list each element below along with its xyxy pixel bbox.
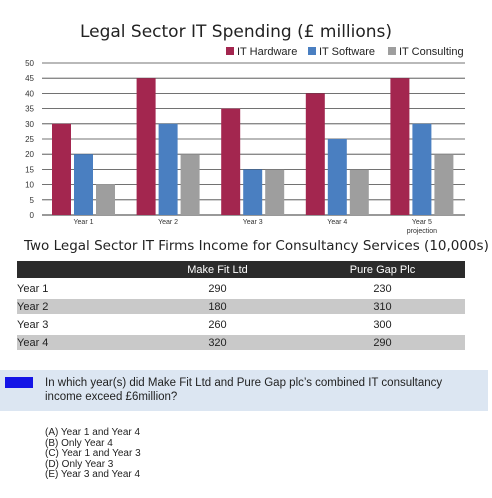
answer-option-b[interactable]: (B) Only Year 4 bbox=[45, 437, 113, 449]
bar-it-hardware bbox=[305, 93, 325, 215]
table-cell-year: Year 4 bbox=[17, 335, 135, 350]
question-marker bbox=[5, 377, 33, 388]
table-cell-year: Year 3 bbox=[17, 317, 135, 332]
legend-swatch bbox=[388, 47, 396, 55]
answer-option-a[interactable]: (A) Year 1 and Year 4 bbox=[45, 427, 141, 438]
answer-option-d[interactable]: (D) Only Year 3 bbox=[45, 458, 114, 470]
legend-swatch bbox=[226, 47, 234, 55]
table-cell-pure-gap: 290 bbox=[300, 335, 465, 350]
y-tick-label: 5 bbox=[30, 196, 35, 205]
x-tick-label: Year 3 bbox=[243, 219, 263, 226]
table-cell-pure-gap: 300 bbox=[300, 317, 465, 332]
bar-it-consulting bbox=[96, 184, 115, 215]
table-cell-make-fit: 320 bbox=[135, 335, 300, 350]
y-tick-label: 10 bbox=[25, 181, 34, 190]
y-tick-label: 45 bbox=[25, 74, 34, 83]
y-tick-label: 40 bbox=[25, 89, 34, 98]
legend-label: IT Hardware bbox=[237, 46, 297, 58]
bar-it-hardware bbox=[221, 108, 241, 215]
x-tick-label: Year 4 bbox=[327, 219, 347, 226]
chart-title: Legal Sector IT Spending (£ millions) bbox=[80, 22, 392, 42]
x-tick-label: Year 1 bbox=[74, 219, 94, 226]
bar-it-software bbox=[158, 123, 178, 215]
x-axis-ticks: Year 1 Year 2 Year 3 Year 4 Year 5 projection bbox=[74, 219, 438, 235]
table-header-blank bbox=[17, 261, 135, 278]
answer-options: (A) Year 1 and Year 4 (B) Only Year 4 (C… bbox=[45, 427, 141, 481]
table-title: Two Legal Sector IT Firms Income for Con… bbox=[24, 238, 489, 254]
table-header-row: Make Fit Ltd Pure Gap Plc bbox=[17, 261, 465, 278]
table-row: Year 2 180 310 bbox=[17, 299, 465, 314]
x-tick-label: Year 5 bbox=[412, 219, 432, 226]
table-cell-make-fit: 260 bbox=[135, 317, 300, 332]
bar-it-software bbox=[412, 123, 432, 215]
bar-it-hardware bbox=[136, 78, 156, 215]
legend-label: IT Software bbox=[319, 46, 375, 58]
y-tick-label: 50 bbox=[25, 59, 34, 68]
income-table: Make Fit Ltd Pure Gap Plc Year 1 290 230… bbox=[17, 258, 465, 353]
y-tick-label: 15 bbox=[25, 165, 34, 174]
table-header-pure-gap: Pure Gap Plc bbox=[300, 261, 465, 278]
table-cell-make-fit: 290 bbox=[135, 281, 300, 296]
bar-it-consulting bbox=[265, 169, 285, 215]
x-tick-label: Year 2 bbox=[158, 219, 178, 226]
chart-legend: IT Hardware IT Software IT Consulting bbox=[226, 46, 464, 58]
answer-option-c[interactable]: (C) Year 1 and Year 3 bbox=[45, 448, 141, 460]
legend-label: IT Consulting bbox=[399, 46, 464, 58]
y-tick-label: 25 bbox=[25, 135, 34, 144]
bar-it-hardware bbox=[52, 123, 71, 215]
chart-bars bbox=[52, 78, 454, 215]
y-tick-label: 35 bbox=[25, 105, 34, 114]
bar-it-software bbox=[74, 154, 93, 215]
bar-it-consulting bbox=[349, 169, 369, 215]
y-tick-label: 0 bbox=[30, 211, 35, 220]
bar-it-consulting bbox=[180, 154, 200, 215]
table-row: Year 1 290 230 bbox=[17, 281, 465, 296]
legend-swatch bbox=[308, 47, 316, 55]
y-axis-ticks: 0 5 10 15 20 25 30 35 40 45 50 bbox=[25, 59, 34, 220]
bar-it-consulting bbox=[434, 154, 454, 215]
bar-it-software bbox=[327, 139, 347, 215]
y-tick-label: 20 bbox=[25, 150, 34, 159]
bar-chart: Legal Sector IT Spending (£ millions) IT… bbox=[25, 22, 465, 235]
table-cell-pure-gap: 230 bbox=[300, 281, 465, 296]
x-tick-sublabel: projection bbox=[407, 228, 437, 235]
question-box: In which year(s) did Make Fit Ltd and Pu… bbox=[0, 370, 488, 411]
answer-option-e[interactable]: (E) Year 3 and Year 4 bbox=[45, 469, 141, 481]
table-row: Year 4 320 290 bbox=[17, 335, 465, 350]
table-header-make-fit: Make Fit Ltd bbox=[135, 261, 300, 278]
y-tick-label: 30 bbox=[25, 120, 34, 129]
table-cell-pure-gap: 310 bbox=[300, 299, 465, 314]
table-cell-year: Year 1 bbox=[17, 281, 135, 296]
table-cell-make-fit: 180 bbox=[135, 299, 300, 314]
question-text: In which year(s) did Make Fit Ltd and Pu… bbox=[45, 377, 443, 403]
table-row: Year 3 260 300 bbox=[17, 317, 465, 332]
table-cell-year: Year 2 bbox=[17, 299, 135, 314]
bar-it-hardware bbox=[390, 78, 410, 215]
bar-it-software bbox=[243, 169, 263, 215]
